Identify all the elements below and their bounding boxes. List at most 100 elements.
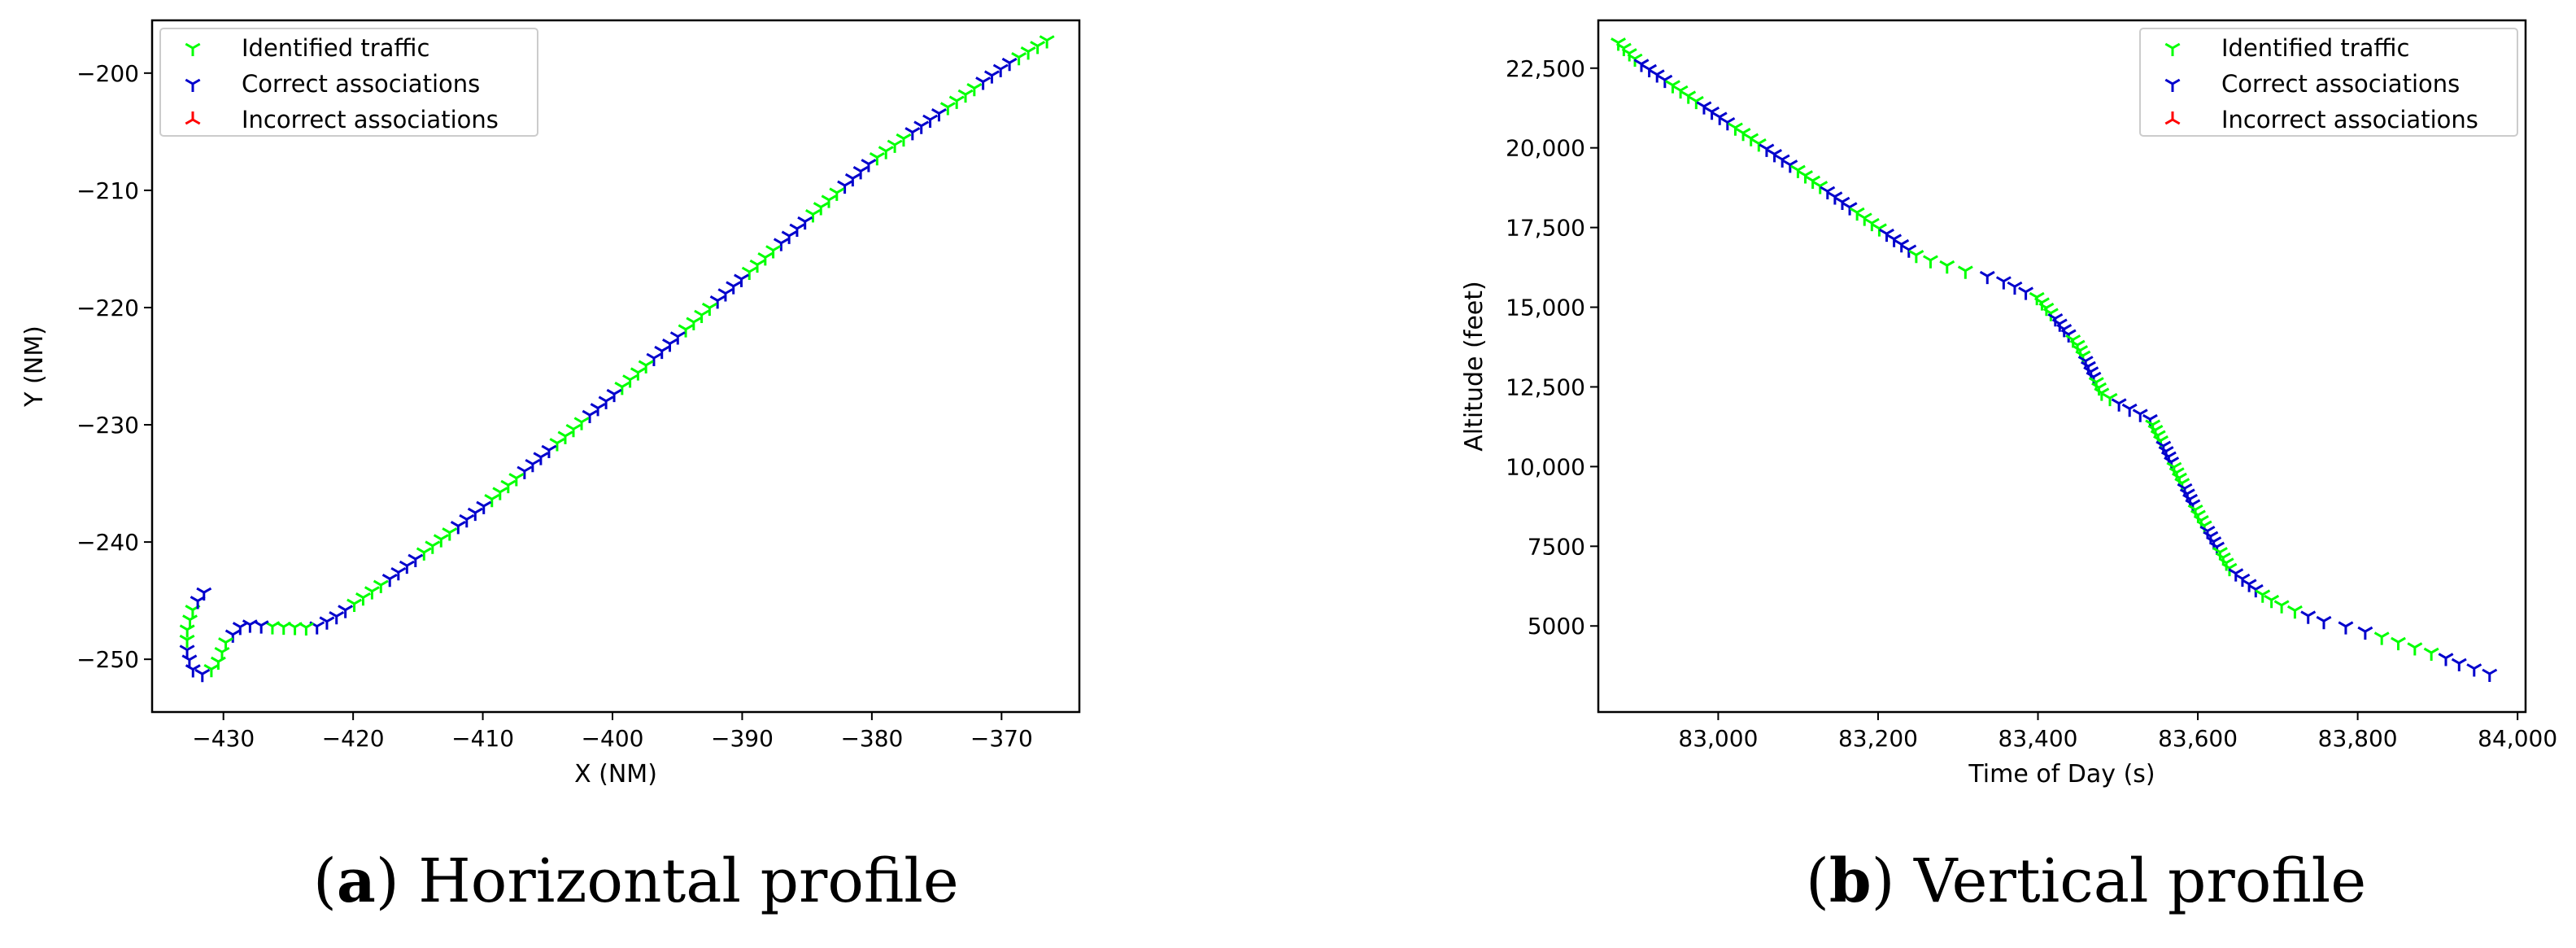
legend-entry-label: Incorrect associations: [2221, 106, 2478, 133]
identified-traffic-point: [686, 317, 702, 330]
correct-association-point: [1820, 186, 1836, 200]
identified-traffic-point: [298, 622, 314, 636]
correct-association-point: [1767, 149, 1783, 163]
identified-traffic-point: [1735, 127, 1751, 142]
identified-traffic-point: [179, 634, 195, 649]
identified-traffic-point: [2094, 387, 2110, 401]
y-tick-label: 20,000: [1506, 135, 1585, 162]
identified-traffic-point: [765, 245, 782, 259]
correct-association-point: [408, 553, 424, 567]
x-axis-label: X (NM): [574, 760, 657, 789]
correct-association-point: [781, 230, 797, 244]
correct-association-point: [709, 295, 726, 309]
panel-horizontal-profile: −430 −420 −410 −400 −390 −380 −370 −250 −240 −230…: [20, 19, 1081, 789]
correct-association-point: [2018, 286, 2034, 300]
correct-association-point: [319, 616, 335, 630]
correct-association-point: [1886, 234, 1903, 247]
y-tick-label: −200: [76, 60, 139, 87]
identified-traffic-point: [1743, 133, 1759, 146]
correct-association-point: [381, 573, 398, 588]
identified-traffic-point: [416, 547, 432, 561]
identified-traffic-point: [829, 187, 845, 201]
x-tick-label: −390: [711, 725, 774, 752]
correct-association-point: [232, 622, 248, 636]
y-tick-label: 5000: [1528, 613, 1585, 640]
identified-traffic-point: [1871, 223, 1887, 237]
correct-association-point: [2438, 653, 2454, 666]
correct-association-point: [904, 127, 921, 141]
identified-traffic-point: [630, 367, 646, 381]
correct-association-point: [975, 76, 992, 90]
x-tick-label: −370: [970, 725, 1033, 752]
identified-traffic-point: [203, 664, 220, 678]
identified-traffic-point: [425, 540, 441, 554]
identified-traffic-point: [573, 417, 590, 430]
identified-traffic-point: [1039, 35, 1055, 49]
identified-traffic-point: [638, 360, 654, 374]
identified-traffic-point: [2286, 605, 2303, 619]
correct-association-point: [1842, 202, 1858, 216]
correct-association-point: [913, 120, 930, 134]
correct-association-point: [390, 566, 407, 581]
legend-identified-marker: [2164, 42, 2181, 56]
correct-association-point: [196, 587, 212, 601]
x-tick-label: 83,000: [1678, 725, 1758, 752]
identified-traffic-point: [1812, 181, 1828, 194]
legend-entry-label: Identified traffic: [242, 34, 429, 62]
correct-association-point: [1720, 116, 1736, 131]
caption-a: (a) Horizontal profile: [313, 846, 959, 916]
identified-traffic-point: [896, 133, 912, 147]
identified-traffic-point: [622, 374, 639, 388]
x-tick-label: −410: [451, 725, 514, 752]
x-tick-label: −380: [840, 725, 903, 752]
identified-traffic-point: [276, 621, 292, 636]
correct-association-point: [2132, 408, 2148, 422]
legend-correct-marker: [185, 78, 201, 92]
identified-traffic-point: [1680, 90, 1697, 104]
x-tick-label: −430: [192, 725, 255, 752]
legend-identified-marker: [185, 42, 201, 56]
identified-traffic-point: [813, 202, 829, 216]
correct-association-point: [669, 331, 686, 345]
identified-traffic-point: [2373, 631, 2390, 645]
correct-association-point: [789, 223, 805, 237]
identified-traffic-point: [1688, 95, 1704, 110]
identified-traffic-point: [2273, 600, 2290, 614]
correct-association-point: [717, 288, 734, 302]
identified-traffic-point: [484, 493, 500, 508]
correct-association-point: [1782, 159, 1798, 173]
correct-association-point: [734, 273, 749, 287]
identified-traffic-point: [821, 194, 837, 208]
correct-association-point: [2466, 663, 2482, 677]
correct-association-point: [983, 70, 1000, 84]
legend-entry-label: Incorrect associations: [242, 106, 499, 133]
y-tick-label: −210: [76, 177, 139, 204]
correct-association-point: [1894, 238, 1910, 253]
correct-association-point: [1995, 276, 2012, 290]
correct-association-point: [179, 644, 195, 658]
identified-traffic-point: [694, 309, 710, 323]
identified-traffic-point: [869, 152, 885, 166]
identified-traffic-point: [355, 592, 371, 606]
identified-traffic-point: [1727, 122, 1743, 136]
identified-traffic-point: [757, 252, 774, 266]
correct-association-point: [1834, 196, 1850, 211]
identified-traffic-point: [2391, 636, 2406, 651]
correct-association-point: [2338, 621, 2354, 635]
identified-traffic-point: [1789, 164, 1806, 178]
correct-association-point: [541, 444, 557, 459]
correct-association-point: [844, 173, 861, 187]
correct-association-point: [517, 465, 533, 479]
identified-traffic-point: [1030, 41, 1046, 55]
identified-traffic-point: [614, 382, 630, 395]
correct-association-point: [726, 281, 742, 295]
plot-area-frame: [150, 19, 1081, 714]
correct-association-point: [2482, 668, 2498, 682]
identified-traffic-point: [364, 586, 380, 600]
correct-association-point: [992, 63, 1009, 77]
identified-traffic-point: [966, 82, 983, 97]
correct-association-point: [606, 388, 622, 403]
identified-traffic-point: [741, 266, 757, 280]
identified-traffic-point: [2264, 594, 2280, 609]
correct-association-point: [181, 654, 198, 668]
